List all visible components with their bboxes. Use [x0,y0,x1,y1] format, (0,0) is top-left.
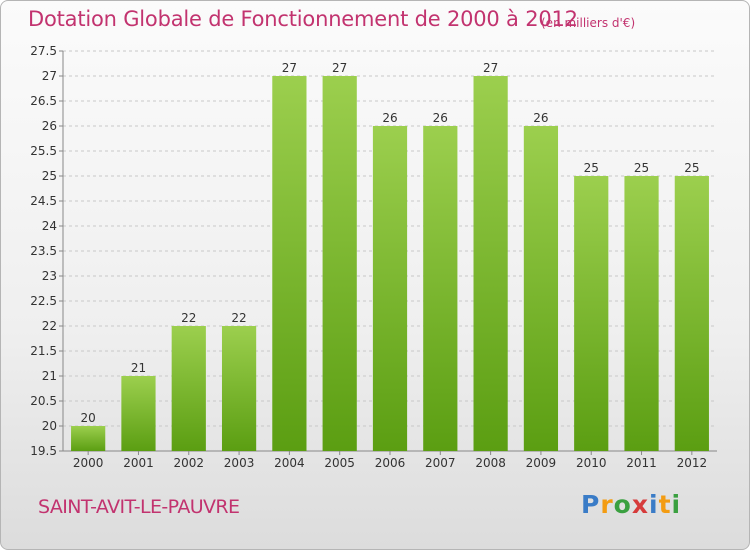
data-label-2002: 22 [181,311,196,325]
y-tick-label: 26 [42,119,57,133]
data-label-2012: 25 [684,161,699,175]
data-label-2004: 27 [282,61,297,75]
data-label-2006: 26 [382,111,397,125]
x-tick-label-2008: 2008 [475,456,506,470]
bar-2010 [574,176,609,451]
bar-2002 [171,326,206,451]
y-tick-label: 27 [42,69,57,83]
y-tick-label: 24 [42,219,57,233]
bar-2001 [121,376,156,451]
bar-2008 [473,76,508,451]
logo-letter: P [581,490,601,519]
bar-2006 [372,126,408,451]
logo-letter: r [600,490,614,519]
proxiti-logo[interactable]: Proxiti [581,490,681,519]
y-tick-label: 21.5 [30,344,57,358]
data-labels: 20 21 22 22 27 27 26 26 27 26 25 25 25 [81,61,700,425]
y-tick-label: 22.5 [30,294,57,308]
y-tick-label: 20.5 [30,394,57,408]
chart-unit-note: (en milliers d'€) [541,16,636,30]
logo-letter: x [631,490,649,519]
x-tick-label-2011: 2011 [626,456,657,470]
y-tick-labels: 19.5 20 20.5 21 21.5 22 22.5 23 23.5 24 24.5 25 25.5… [30,44,57,458]
x-tick-label-2006: 2006 [375,456,406,470]
x-tick-labels: 2000 2001 2002 2003 2004 2005 2006 2007 2008 2009… [73,456,707,470]
bar-2000 [71,426,106,451]
y-tick-label: 20 [42,419,57,433]
x-tick-label-2010: 2010 [576,456,607,470]
data-label-2003: 22 [231,311,246,325]
logo-letter: o [613,490,632,519]
commune-name: SAINT-AVIT-LE-PAUVRE [38,496,240,518]
x-tick-label-2001: 2001 [123,456,154,470]
y-tick-label: 21 [42,369,57,383]
bar-2004 [272,76,307,451]
data-label-2005: 27 [332,61,347,75]
x-tick-label-2004: 2004 [274,456,305,470]
y-tick-label: 25.5 [30,144,57,158]
data-label-2000: 20 [81,411,96,425]
data-label-2011: 25 [634,161,649,175]
y-tick-label: 26.5 [30,94,57,108]
data-label-2009: 26 [533,111,548,125]
bar-2011 [624,176,659,451]
bar-2003 [221,326,257,451]
data-label-2010: 25 [584,161,599,175]
x-tick-label-2002: 2002 [173,456,204,470]
y-tick-label: 19.5 [30,444,57,458]
x-tick-label-2005: 2005 [324,456,355,470]
data-label-2008: 27 [483,61,498,75]
logo-letter: i [649,490,659,519]
logo-letter: t [658,490,672,519]
y-tick-label: 22 [42,319,57,333]
x-tick-label-2000: 2000 [73,456,104,470]
logo-letter: i [671,490,682,519]
bar-2005 [322,76,357,451]
bars [71,76,709,451]
bar-2007 [423,126,458,451]
chart-title: Dotation Globale de Fonctionnement de 20… [28,7,578,31]
y-tick-label: 25 [42,169,57,183]
data-label-2007: 26 [433,111,448,125]
bar-2012 [674,176,709,451]
x-tick-label-2012: 2012 [677,456,708,470]
bar-2009 [523,126,559,451]
y-tick-label: 23.5 [30,244,57,258]
y-tick-label: 23 [42,269,57,283]
x-tick-label-2003: 2003 [224,456,255,470]
y-tick-label: 24.5 [30,194,57,208]
y-tick-label: 27.5 [30,44,57,58]
data-label-2001: 21 [131,361,146,375]
x-tick-label-2009: 2009 [526,456,557,470]
x-tick-label-2007: 2007 [425,456,456,470]
